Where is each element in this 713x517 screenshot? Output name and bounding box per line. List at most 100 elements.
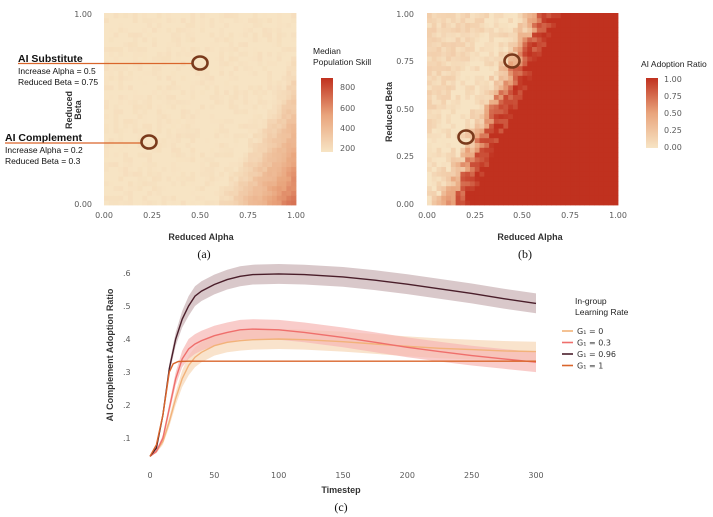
heatmap-b-cell <box>503 181 509 187</box>
heatmap-a-cell <box>286 133 292 139</box>
heatmap-b-cell <box>469 181 476 187</box>
heatmap-b-cell <box>465 181 471 187</box>
heatmap-b-cell <box>469 61 476 67</box>
heatmap-a-cell <box>209 137 215 143</box>
heatmap-b-cell <box>527 37 533 43</box>
heatmap-a-cell <box>118 161 124 167</box>
heatmap-a-cell <box>224 56 230 62</box>
heatmap-a-cell <box>291 65 297 71</box>
heatmap-b-cell <box>613 37 619 43</box>
heatmap-a-cell <box>180 70 186 76</box>
heatmap-b-cell <box>536 89 543 95</box>
line-chart-ytick: .2 <box>123 401 131 410</box>
heatmap-b-cell <box>508 61 514 67</box>
heatmap-b-cell <box>474 190 480 196</box>
heatmap-a-cell <box>204 70 210 76</box>
heatmap-b-cell <box>427 17 433 23</box>
heatmap-b-cell <box>450 41 457 47</box>
heatmap-a-cell <box>195 80 201 86</box>
heatmap-b-cell <box>594 118 600 124</box>
heatmap-b-cell <box>613 161 619 167</box>
heatmap-a-cell <box>113 123 119 129</box>
heatmap-b-cell <box>436 51 442 57</box>
heatmap-b-cell <box>546 41 552 47</box>
heatmap-b-cell <box>503 94 509 100</box>
heatmap-a-cell <box>204 89 210 95</box>
heatmap-b-cell <box>436 37 442 43</box>
heatmap-a-cell <box>291 185 297 191</box>
heatmap-b-cell <box>532 118 538 124</box>
heatmap-a-cell <box>228 41 234 47</box>
heatmap-a-cell <box>281 176 287 182</box>
heatmap-a-cell <box>257 80 263 86</box>
heatmap-a-cell <box>224 123 230 129</box>
heatmap-a-cell <box>233 185 239 191</box>
heatmap-a-cell <box>176 13 182 19</box>
heatmap-b-cell <box>532 113 538 119</box>
heatmap-b-cell <box>512 195 519 201</box>
heatmap-b-cell <box>579 171 585 177</box>
heatmap-a-cell <box>185 99 191 105</box>
heatmap-a-cell <box>118 22 124 28</box>
heatmap-b-cell <box>427 185 433 191</box>
heatmap-b-cell <box>560 61 566 67</box>
heatmap-a-cell <box>180 176 186 182</box>
heatmap-a-cell <box>104 190 110 196</box>
heatmap-b-cell <box>613 190 619 196</box>
heatmap-b-cell <box>536 118 543 124</box>
heatmap-a-cell <box>286 61 292 67</box>
heatmap-b-cell <box>536 181 543 187</box>
heatmap-a-cell <box>176 65 182 71</box>
heatmap-a-cell <box>176 142 182 148</box>
heatmap-a-cell <box>176 166 182 172</box>
heatmap-b-cell <box>546 46 552 52</box>
heatmap-a-cell <box>166 181 172 187</box>
heatmap-b-cell <box>527 99 533 105</box>
heatmap-b-cell <box>489 65 495 71</box>
heatmap-a-cell <box>204 176 210 182</box>
heatmap-a-cell <box>161 17 167 23</box>
heatmap-a-cell <box>257 161 263 167</box>
heatmap-b-cell <box>431 41 437 47</box>
heatmap-a-cell <box>104 157 110 163</box>
heatmap-b-cell <box>503 99 509 105</box>
heatmap-a-cell <box>132 99 138 105</box>
heatmap-a-cell <box>190 75 196 81</box>
heatmap-a-cell <box>238 37 244 43</box>
heatmap-b-xtick: 0.00 <box>418 211 436 220</box>
heatmap-b-cell <box>460 75 466 81</box>
heatmap-b-cell <box>441 118 447 124</box>
heatmap-a-cell <box>248 32 254 38</box>
heatmap-a-cell <box>195 137 201 143</box>
heatmap-b-cell <box>575 137 581 143</box>
heatmap-a-cell <box>123 13 129 19</box>
heatmap-a-cell <box>195 99 201 105</box>
heatmap-b-cell <box>555 51 562 57</box>
heatmap-b-cell <box>532 104 538 110</box>
legend-title-line2: Learning Rate <box>575 307 629 317</box>
heatmap-b-cell <box>431 200 437 206</box>
heatmap-b-cell <box>489 17 495 23</box>
heatmap-b-cell <box>517 113 523 119</box>
heatmap-a-cell <box>281 118 287 124</box>
heatmap-a-cell <box>233 128 239 134</box>
colorbar-a-tick: 600 <box>340 104 355 113</box>
heatmap-b-cell <box>575 190 581 196</box>
heatmap-a-cell <box>147 32 153 38</box>
heatmap-a-cell <box>291 176 297 182</box>
heatmap-a-cell <box>190 13 196 19</box>
heatmap-b-cell <box>541 118 547 124</box>
heatmap-b-cell <box>479 142 485 148</box>
heatmap-a-cell <box>142 190 148 196</box>
heatmap-a-cell <box>286 137 292 143</box>
heatmap-b-cell <box>469 128 476 134</box>
heatmap-a-cell <box>123 99 129 105</box>
heatmap-b-cell <box>522 113 528 119</box>
heatmap-b-cell <box>512 65 519 71</box>
heatmap-a-cell <box>123 17 129 23</box>
heatmap-a-cell <box>267 195 273 201</box>
colorbar-b-title: AI Adoption Ratio <box>641 59 707 69</box>
heatmap-b-cell <box>436 61 442 67</box>
heatmap-b-cell <box>527 157 533 163</box>
heatmap-b-cell <box>484 157 490 163</box>
